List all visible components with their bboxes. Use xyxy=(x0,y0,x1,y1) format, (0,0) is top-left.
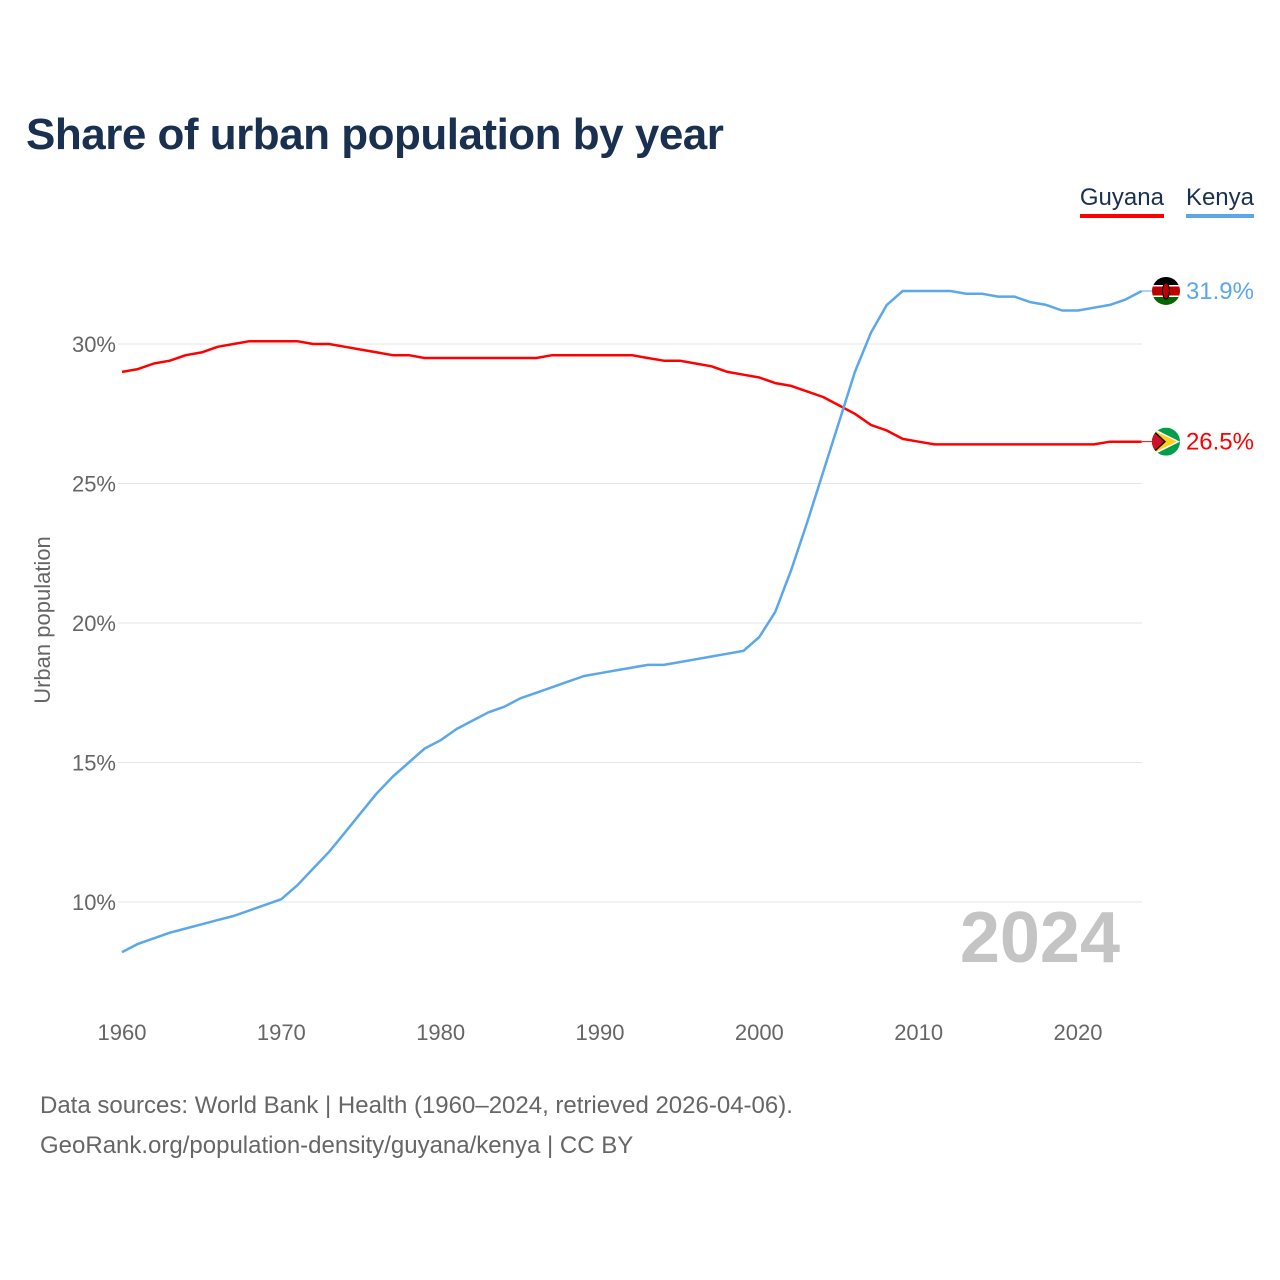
end-value-label-guyana: 26.5% xyxy=(1186,429,1254,456)
x-tick-label: 1960 xyxy=(98,1020,147,1045)
flag-icon-kenya xyxy=(1152,276,1180,305)
x-tick-label: 1980 xyxy=(416,1020,465,1045)
chart-title: Share of urban population by year xyxy=(26,110,724,159)
y-tick-label: 10% xyxy=(72,890,116,915)
legend-guyana[interactable]: Guyana xyxy=(1079,184,1164,218)
y-tick-label: 30% xyxy=(72,332,116,357)
year-label: 2024 xyxy=(960,898,1120,978)
y-axis-label: Urban population xyxy=(30,536,55,704)
x-tick-label: 1990 xyxy=(576,1020,625,1045)
y-tick-label: 15% xyxy=(72,751,116,776)
y-tick-label: 25% xyxy=(72,472,116,497)
series-line-guyana xyxy=(121,339,1142,446)
end-value-label-kenya: 31.9% xyxy=(1186,278,1254,305)
source-link[interactable]: GeoRank.org/population-density/guyana/ke… xyxy=(40,1132,634,1159)
legend-kenya[interactable]: Kenya xyxy=(1185,184,1254,218)
footer: Data sources: World Bank | Health (1960–… xyxy=(40,1086,793,1166)
series-line-kenya xyxy=(121,289,1143,954)
x-tick-label: 2000 xyxy=(735,1020,784,1045)
flag-icon-guyana xyxy=(1152,427,1180,456)
legend: Guyana Kenya xyxy=(1079,184,1254,218)
y-tick-label: 20% xyxy=(72,611,116,636)
x-tick-label: 1970 xyxy=(257,1020,306,1045)
x-tick-label: 2020 xyxy=(1054,1020,1103,1045)
data-source: Data sources: World Bank | Health (1960–… xyxy=(40,1092,793,1119)
x-tick-label: 2010 xyxy=(894,1020,943,1045)
